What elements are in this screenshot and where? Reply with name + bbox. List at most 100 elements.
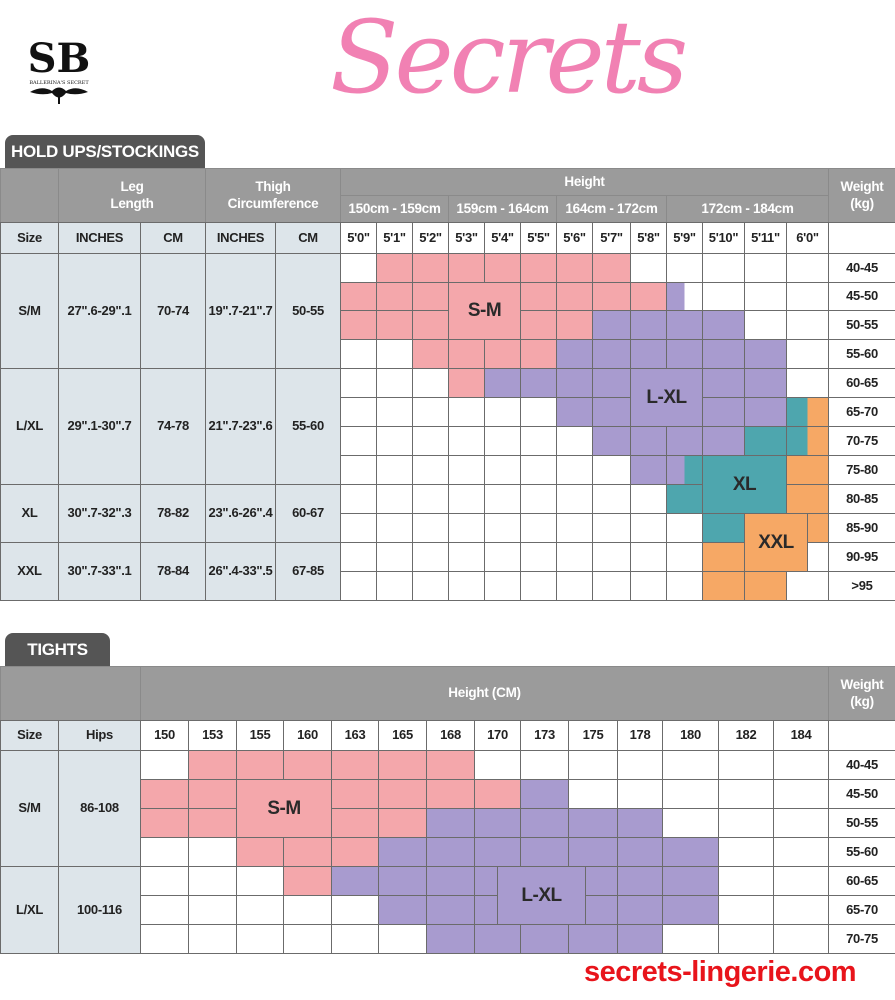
fit-cell [378, 837, 427, 867]
weight-row-label: 60-65 [828, 368, 895, 398]
fit-cell [718, 837, 774, 867]
height-column-header: 5'8" [630, 222, 667, 254]
height-column-header: 5'2" [412, 222, 449, 254]
tights-tab: TIGHTS [5, 633, 110, 666]
fit-cell [786, 426, 829, 456]
fit-cell [520, 339, 557, 369]
column-hips: Hips [58, 720, 141, 751]
fit-cell [484, 253, 521, 283]
height-column-header: 5'4" [484, 222, 521, 254]
height-column-header: 170 [474, 720, 521, 751]
fit-cell [188, 808, 237, 838]
height-column-header: 5'11" [744, 222, 787, 254]
fit-cell [412, 542, 449, 572]
fit-cell [666, 339, 703, 369]
fit-cell [630, 542, 667, 572]
fit-cell [448, 426, 485, 456]
website-link[interactable]: secrets-lingerie.com [584, 956, 857, 988]
height-range-header: 172cm - 184cm [666, 195, 829, 223]
weight-row-label: 70-75 [828, 924, 895, 954]
fit-cell [744, 397, 787, 427]
weight-row-label: 50-55 [828, 310, 895, 340]
fit-cell [340, 310, 377, 340]
fit-cell [340, 484, 377, 514]
fit-cell [474, 750, 521, 780]
weight-row-label: 85-90 [828, 513, 895, 543]
fit-cell [484, 368, 521, 398]
fit-cell [662, 866, 719, 896]
watermark: Secrets [330, 0, 688, 116]
height-column-header: 180 [662, 720, 719, 751]
fit-cell [484, 426, 521, 456]
height-range-header: 159cm - 164cm [448, 195, 557, 223]
fit-cell [378, 895, 427, 925]
fit-cell [520, 750, 569, 780]
height-column-header: 153 [188, 720, 237, 751]
fit-cell [744, 253, 787, 283]
fit-cell [556, 253, 593, 283]
fit-cell [140, 895, 189, 925]
fit-cell [666, 513, 703, 543]
fit-cell [140, 837, 189, 867]
size-spec-leg-in: 27".6-29".1 [58, 253, 141, 369]
weight-row-label: 60-65 [828, 866, 895, 896]
height-column-header: 178 [617, 720, 663, 751]
fit-cell [786, 310, 829, 340]
fit-cell [520, 837, 569, 867]
fit-cell [376, 339, 413, 369]
fit-cell [376, 397, 413, 427]
fit-cell [378, 808, 427, 838]
fit-cell [630, 513, 667, 543]
fit-cell [474, 779, 521, 809]
fit-cell [702, 513, 745, 543]
column-size: Size [0, 222, 59, 254]
height-column-header: 5'0" [340, 222, 377, 254]
column-thigh-inches: INCHES [205, 222, 276, 254]
fit-cell [140, 750, 189, 780]
fit-cell [744, 310, 787, 340]
fit-cell [718, 866, 774, 896]
fit-cell [412, 339, 449, 369]
fit-cell [188, 750, 237, 780]
fit-cell [474, 837, 521, 867]
fit-cell [786, 397, 829, 427]
fit-cell [702, 253, 745, 283]
fit-cell [188, 779, 237, 809]
fit-cell [448, 368, 485, 398]
fit-cell [592, 455, 631, 485]
fit-cell [662, 750, 719, 780]
fit-cell [556, 368, 593, 398]
fit-cell [773, 895, 829, 925]
size-spec-size: L/XL [0, 368, 59, 485]
fit-cell [340, 339, 377, 369]
column-size: Size [0, 720, 59, 751]
fit-cell [568, 779, 618, 809]
fit-cell [617, 779, 663, 809]
size-spec-size: S/M [0, 750, 59, 867]
size-spec-size: S/M [0, 253, 59, 369]
stockings-tab: HOLD UPS/STOCKINGS [5, 135, 205, 168]
fit-cell [484, 397, 521, 427]
fit-cell [718, 924, 774, 954]
zone-label-l-xl: L-XL [497, 866, 586, 925]
fit-cell [556, 542, 593, 572]
weight-row-label: 70-75 [828, 426, 895, 456]
fit-cell [666, 455, 703, 485]
fit-cell [412, 253, 449, 283]
height-column-header: 5'6" [556, 222, 593, 254]
fit-cell [340, 282, 377, 311]
fit-cell [426, 779, 475, 809]
fit-cell [786, 455, 829, 485]
fit-cell [592, 426, 631, 456]
fit-cell [412, 426, 449, 456]
fit-cell [484, 571, 521, 601]
fit-cell [617, 895, 663, 925]
height-column-header: 182 [718, 720, 774, 751]
fit-cell [520, 368, 557, 398]
fit-cell [236, 750, 284, 780]
fit-cell [376, 426, 413, 456]
size-spec-leg-in: 30".7-33".1 [58, 542, 141, 601]
size-spec-thigh-cm: 55-60 [275, 368, 341, 485]
fit-cell [283, 866, 332, 896]
header-blank [0, 168, 59, 223]
